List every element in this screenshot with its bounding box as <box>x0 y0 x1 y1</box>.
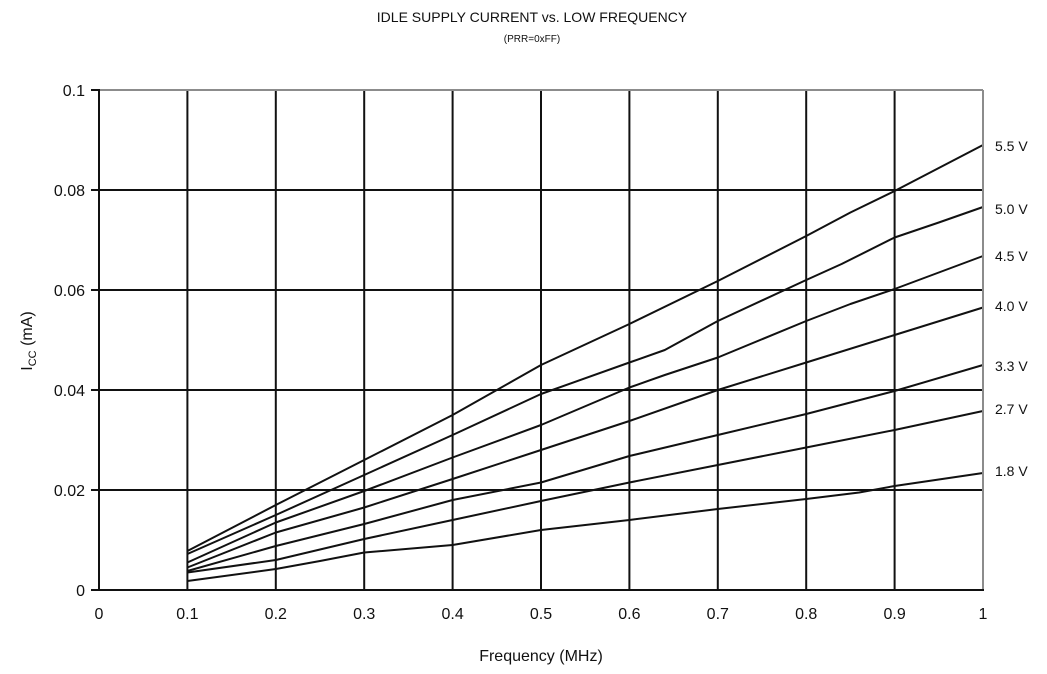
series-label: 5.5 V <box>995 138 1028 154</box>
x-tick-label: 0 <box>95 606 104 623</box>
series-line-2-7-v <box>187 410 984 574</box>
x-tick-label: 0.9 <box>883 606 905 623</box>
series-line-4-5-v <box>186 255 984 564</box>
series-line-5-0-v <box>186 206 984 555</box>
series-labels: 5.5 V 5.0 V 4.5 V 4.0 V 3.3 V 2.7 V 1.8 V <box>995 138 1028 479</box>
y-tick-label: 0.1 <box>63 83 85 100</box>
y-tick-label: 0.06 <box>54 283 85 300</box>
x-tick-label: 0.3 <box>353 606 375 623</box>
chart-subtitle: (PRR=0xFF) <box>504 34 560 45</box>
y-tick-label: 0.04 <box>54 383 85 400</box>
series-label: 1.8 V <box>995 463 1028 479</box>
y-axis-title: ICC (mA) <box>19 311 39 370</box>
y-axis-title-unit: (mA) <box>19 311 36 350</box>
x-tick-label: 0.7 <box>707 606 729 623</box>
series-label: 4.0 V <box>995 298 1028 314</box>
y-tick-label: 0.02 <box>54 483 85 500</box>
series-line-4-0-v <box>187 306 984 569</box>
series-line-1-8-v <box>187 472 984 582</box>
series-line-3-3-v <box>187 364 984 572</box>
series-label: 4.5 V <box>995 248 1028 264</box>
series-line-5-5-v <box>186 144 984 552</box>
axes <box>91 89 984 591</box>
series-label: 3.3 V <box>995 358 1028 374</box>
x-tick-label: 0.6 <box>618 606 640 623</box>
x-tick-label: 1 <box>979 606 988 623</box>
y-tick-label: 0 <box>76 583 85 600</box>
tick-labels: 0 0.1 0.2 0.3 0.4 0.5 0.6 0.7 0.8 0.9 1 0 0.02 0.04 0.… <box>54 83 988 623</box>
y-axis-title-subscript: CC <box>27 350 39 366</box>
x-tick-label: 0.4 <box>441 606 463 623</box>
y-axis-title-main: I <box>19 366 36 370</box>
x-tick-label: 0.8 <box>795 606 817 623</box>
x-tick-label: 0.1 <box>176 606 198 623</box>
series-lines <box>186 144 984 582</box>
series-label: 5.0 V <box>995 201 1028 217</box>
x-axis-title: Frequency (MHz) <box>479 648 603 665</box>
x-tick-label: 0.2 <box>265 606 287 623</box>
x-tick-label: 0.5 <box>530 606 552 623</box>
y-tick-label: 0.08 <box>54 183 85 200</box>
chart-title: IDLE SUPPLY CURRENT vs. LOW FREQUENCY <box>377 9 688 25</box>
grid <box>99 90 983 590</box>
series-label: 2.7 V <box>995 401 1028 417</box>
